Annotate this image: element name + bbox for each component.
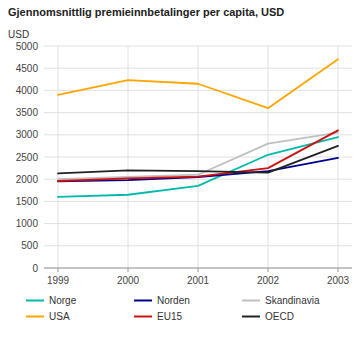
y-tick-label: 1500 — [16, 196, 39, 207]
legend-swatch — [242, 300, 260, 302]
x-tick-label: 2002 — [257, 275, 280, 286]
x-tick — [338, 268, 339, 272]
y-axis-label: USD — [8, 29, 29, 40]
legend-label: USA — [49, 311, 70, 322]
legend-label: EU15 — [157, 311, 182, 322]
title: Gjennomsnittlig premieinnbetalinger per … — [8, 6, 284, 18]
y-tick-label: 4000 — [16, 85, 39, 96]
x-tick-label: 2003 — [327, 275, 350, 286]
legend-swatch — [242, 316, 260, 318]
x-tick-label: 1999 — [47, 275, 70, 286]
legend-swatch — [26, 316, 44, 318]
legend-swatch — [26, 300, 44, 302]
x-grid-line — [198, 46, 199, 268]
series-line — [58, 130, 338, 181]
x-tick — [268, 268, 269, 272]
x-tick-label: 2001 — [187, 275, 210, 286]
legend-swatch — [134, 300, 152, 302]
legend-label: Skandinavia — [265, 295, 320, 306]
series-line — [58, 146, 338, 174]
y-tick-label: 0 — [32, 263, 38, 274]
series-line — [58, 133, 338, 180]
x-grid-line — [58, 46, 59, 268]
y-tick-label: 2000 — [16, 174, 39, 185]
grid — [44, 46, 352, 268]
lines — [58, 59, 338, 197]
y-tick-label: 3500 — [16, 107, 39, 118]
y-tick-label: 2500 — [16, 152, 39, 163]
x-grid-line — [268, 46, 269, 268]
x-tick — [128, 268, 129, 272]
legend-label: Norge — [49, 295, 77, 306]
y-tick-label: 4500 — [16, 63, 39, 74]
x-tick — [58, 268, 59, 272]
y-tick-label: 3000 — [16, 129, 39, 140]
legend-label: OECD — [265, 311, 294, 322]
x-tick-label: 2000 — [117, 275, 140, 286]
legend: Norge Norden Skandinavia USA EU15 OECD — [26, 295, 320, 322]
y-tick-label: 500 — [21, 240, 38, 251]
series-line — [58, 59, 338, 108]
x-axis-line — [44, 268, 352, 269]
chart: Gjennomsnittlig premieinnbetalinger per … — [0, 0, 364, 341]
legend-swatch — [134, 316, 152, 318]
series-line — [58, 137, 338, 197]
x-tick — [198, 268, 199, 272]
y-grid-line — [44, 268, 352, 269]
y-tick-label: 1000 — [16, 218, 39, 229]
y-tick-label: 5000 — [16, 41, 39, 52]
legend-label: Norden — [157, 295, 190, 306]
